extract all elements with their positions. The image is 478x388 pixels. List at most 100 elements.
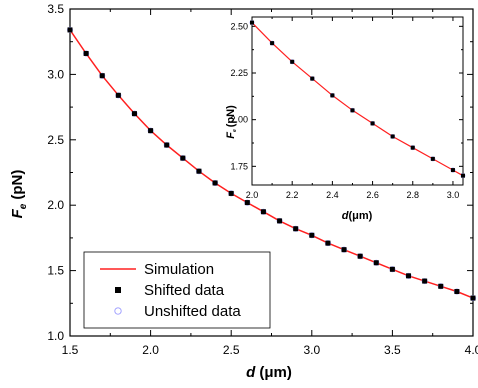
main-xtick-label: 3.0 [303,343,320,357]
main-shifted-data-point [212,180,218,186]
main-shifted-data-point [438,283,444,289]
main-ylabel-sub: e [18,203,29,209]
inset-shifted-data-point [310,76,315,81]
main-unshifted-data-point [83,50,90,57]
main-xtick-label: 4.0 [465,343,478,357]
main-xtick-label: 2.5 [223,343,240,357]
inset-xtick-label: 2.4 [326,190,339,200]
main-ylabel: Fe (pN) [9,170,29,219]
legend-simulation-label: Simulation [144,261,214,278]
inset-ytick-label: 2.00 [230,115,248,125]
main-unshifted-data-point [469,295,476,302]
inset-shifted-data-point [370,121,375,126]
main-shifted-data-point [244,200,250,206]
inset-plot-frame [251,16,464,186]
main-unshifted-data-point [67,26,74,33]
main-shifted-data-point [260,209,266,215]
main-unshifted-data-point [212,179,219,186]
legend-shifted-data-label: Shifted data [144,282,225,299]
inset-ylabel-sub: e [232,129,238,132]
main-unshifted-data-point [228,190,235,197]
main-unshifted-data-point [357,253,364,260]
main-shifted-data-point [164,142,170,148]
inset-xtick-label: 3.0 [447,190,460,200]
inset-xtick-label: 2.6 [366,190,379,200]
main-unshifted-data-point [163,142,170,149]
main-unshifted-data-point [115,92,122,99]
main-unshifted-data-point [341,246,348,253]
inset-shifted-data-point [430,156,435,161]
main-shifted-data-point [341,247,347,253]
main-ylabel-unit: (pN) [9,170,26,200]
main-unshifted-data-point [292,225,299,232]
main-unshifted-data-point [131,110,138,117]
inset-simulation-line [251,22,464,177]
inset-xtick-label: 2.8 [407,190,420,200]
main-shifted-data-point [115,92,121,98]
inset-ylabel: Fe (pN) [225,105,238,139]
main-unshifted-data-point [405,272,412,279]
main-unshifted-data-point [308,232,315,239]
legend-unshifted-data-label: Unshifted data [144,303,241,320]
main-xtick-label: 2.0 [142,343,159,357]
inset-xlabel-unit: (μm) [348,210,372,222]
main-xlabel: d (μm) [246,364,292,381]
inset-ytick-label: 2.50 [230,21,248,31]
main-shifted-data-point [406,273,412,279]
inset-xlabel: d(μm) [342,210,373,222]
main-shifted-data-point [309,232,315,238]
main-unshifted-data-point [147,127,154,134]
main-unshifted-data-point [389,266,396,273]
inset-shifted-data-point [410,145,415,150]
inset-shifted-data-point [270,41,275,46]
main-shifted-data-point [180,155,186,161]
main-shifted-data-point [293,226,299,232]
main-xtick-label: 3.5 [384,343,401,357]
main-shifted-data-point [470,295,476,301]
main-shifted-data-point [373,260,379,266]
main-ytick-label: 1.5 [47,264,64,278]
main-shifted-data-point [131,111,137,117]
inset-ylabel-main: F [225,132,237,139]
main-shifted-data-point [228,190,234,196]
inset-ylabel-unit: (pN) [225,105,237,127]
main-unshifted-data-point [324,240,331,247]
main-unshifted-data-point [453,288,460,295]
main-shifted-data-point [454,289,460,295]
main-ytick-label: 3.0 [47,67,64,81]
main-unshifted-data-point [179,155,186,162]
main-unshifted-data-point [276,217,283,224]
main-shifted-data-point [148,128,154,134]
main-xtick-label: 1.5 [62,343,79,357]
main-ylabel-main: F [9,208,26,218]
main-shifted-data-point [422,278,428,284]
inset-xtick-label: 2.0 [246,190,259,200]
inset-ytick-label: 2.25 [230,68,248,78]
inset-shifted-data-point [461,173,465,178]
main-ytick-label: 1.0 [47,329,64,343]
main-unshifted-data-point [437,283,444,290]
main-xlabel-main: d [246,364,256,381]
legend-unshifted-data-swatch [114,307,122,315]
main-unshifted-data-point [244,199,251,206]
legend-shifted-data-swatch [115,287,121,293]
main-shifted-data-point [357,253,363,259]
inset-shifted-data-point [250,20,254,25]
main-shifted-data-point [389,266,395,272]
inset-ytick-label: 1.75 [230,161,248,171]
inset-shifted-data-point [450,168,455,173]
main-ytick-label: 2.0 [47,198,64,212]
inset-shifted-data-point [290,59,295,64]
main-unshifted-data-point [373,259,380,266]
main-unshifted-data-point [195,168,202,175]
inset-xtick-label: 2.2 [286,190,299,200]
main-shifted-data-point [67,27,73,33]
main-shifted-data-point [83,50,89,56]
main-xlabel-unit: (μm) [259,364,292,381]
main-ytick-label: 2.5 [47,133,64,147]
main-shifted-data-point [99,73,105,79]
inset-background [252,17,463,185]
main-shifted-data-point [277,218,283,224]
